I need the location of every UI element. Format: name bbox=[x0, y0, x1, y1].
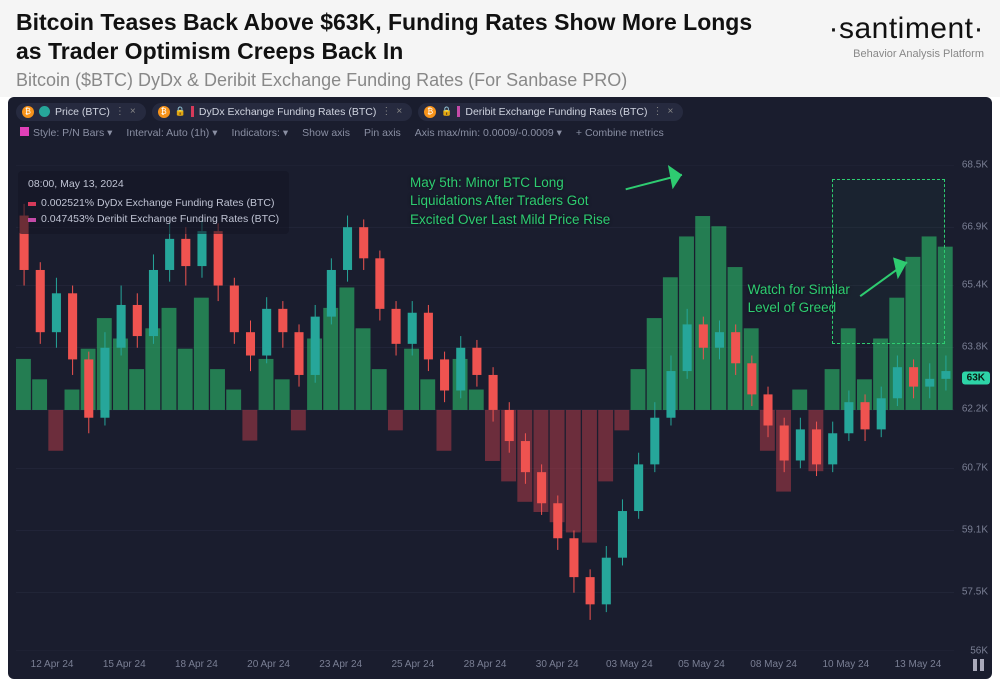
x-tick: 18 Apr 24 bbox=[160, 659, 232, 670]
headline: Bitcoin Teases Back Above $63K, Funding … bbox=[16, 8, 774, 66]
btc-badge-icon: ₿ bbox=[22, 106, 34, 118]
hover-overlay: 08:00, May 13, 2024 0.002521% DyDx Excha… bbox=[18, 171, 289, 234]
annotation-may5: May 5th: Minor BTC LongLiquidations Afte… bbox=[410, 174, 610, 229]
current-price-badge: 63K bbox=[962, 372, 990, 385]
x-tick: 12 Apr 24 bbox=[16, 659, 88, 670]
overlay-line-dydx: 0.002521% DyDx Exchange Funding Rates (B… bbox=[28, 196, 279, 212]
x-tick: 28 Apr 24 bbox=[449, 659, 521, 670]
y-tick: 65.4K bbox=[962, 280, 988, 291]
logo-text: ·santiment· bbox=[774, 12, 984, 46]
overlay-line-deribit: 0.047453% Deribit Exchange Funding Rates… bbox=[28, 212, 279, 228]
y-axis: 68.5K66.9K65.4K63.8K62.2K60.7K59.1K57.5K… bbox=[956, 165, 992, 651]
pause-icon[interactable] bbox=[970, 657, 986, 673]
swatch-deribit bbox=[28, 218, 36, 222]
metric-chips: ₿ Price (BTC) ⋮ × ₿ 🔒 DyDx Exchange Funding Ra… bbox=[8, 97, 992, 125]
chart-toolbar: Style: P/N Bars ▾ Interval: Auto (1h) ▾ … bbox=[8, 125, 992, 145]
chip-menu-icon[interactable]: ⋮ bbox=[115, 106, 125, 117]
header: Bitcoin Teases Back Above $63K, Funding … bbox=[0, 0, 1000, 97]
chart-panel: ₿ Price (BTC) ⋮ × ₿ 🔒 DyDx Exchange Funding Ra… bbox=[8, 97, 992, 679]
x-tick: 10 May 24 bbox=[810, 659, 882, 670]
overlay-timestamp: 08:00, May 13, 2024 bbox=[28, 177, 279, 193]
x-tick: 15 Apr 24 bbox=[88, 659, 160, 670]
y-tick: 66.9K bbox=[962, 221, 988, 232]
chip-menu-icon[interactable]: ⋮ bbox=[381, 106, 391, 117]
x-axis: 12 Apr 2415 Apr 2418 Apr 2420 Apr 2423 A… bbox=[16, 655, 954, 675]
chip-menu-icon[interactable]: ⋮ bbox=[652, 106, 662, 117]
x-tick: 20 Apr 24 bbox=[232, 659, 304, 670]
chip-label: Price (BTC) bbox=[55, 106, 110, 118]
btc-badge-icon: ₿ bbox=[158, 106, 170, 118]
brand-logo: ·santiment· Behavior Analysis Platform bbox=[774, 8, 984, 91]
indicators-selector[interactable]: Indicators: ▾ bbox=[232, 127, 289, 139]
chip-label: Deribit Exchange Funding Rates (BTC) bbox=[465, 106, 647, 118]
lock-icon: 🔒 bbox=[441, 106, 452, 117]
chart-svg bbox=[16, 165, 954, 651]
chip-close-icon[interactable]: × bbox=[396, 106, 402, 117]
x-tick: 13 May 24 bbox=[882, 659, 954, 670]
x-tick: 30 Apr 24 bbox=[521, 659, 593, 670]
metric-chip-0[interactable]: ₿ Price (BTC) ⋮ × bbox=[16, 103, 146, 121]
y-tick: 60.7K bbox=[962, 462, 988, 473]
show-axis-toggle[interactable]: Show axis bbox=[302, 127, 350, 139]
y-tick: 56K bbox=[970, 645, 988, 656]
combine-metrics-button[interactable]: + Combine metrics bbox=[576, 127, 664, 139]
lock-icon: 🔒 bbox=[175, 106, 186, 117]
metric-chip-2[interactable]: ₿ 🔒 Deribit Exchange Funding Rates (BTC) ⋮ × bbox=[418, 103, 683, 121]
x-tick: 05 May 24 bbox=[665, 659, 737, 670]
btc-badge-icon: ₿ bbox=[424, 106, 436, 118]
chip-close-icon[interactable]: × bbox=[130, 106, 136, 117]
chip-swatch bbox=[39, 106, 50, 117]
chip-close-icon[interactable]: × bbox=[667, 106, 673, 117]
y-tick: 59.1K bbox=[962, 524, 988, 535]
y-tick: 68.5K bbox=[962, 159, 988, 170]
style-selector[interactable]: Style: P/N Bars ▾ bbox=[20, 127, 112, 139]
chip-swatch bbox=[457, 106, 460, 117]
subhead: Bitcoin ($BTC) DyDx & Deribit Exchange F… bbox=[16, 70, 774, 91]
logo-tagline: Behavior Analysis Platform bbox=[774, 48, 984, 60]
y-tick: 62.2K bbox=[962, 404, 988, 415]
x-tick: 25 Apr 24 bbox=[377, 659, 449, 670]
x-tick: 03 May 24 bbox=[593, 659, 665, 670]
chip-label: DyDx Exchange Funding Rates (BTC) bbox=[199, 106, 376, 118]
interval-selector[interactable]: Interval: Auto (1h) ▾ bbox=[126, 127, 217, 139]
metric-chip-1[interactable]: ₿ 🔒 DyDx Exchange Funding Rates (BTC) ⋮ × bbox=[152, 103, 412, 121]
plot-area[interactable] bbox=[16, 165, 954, 651]
pin-axis-toggle[interactable]: Pin axis bbox=[364, 127, 401, 139]
swatch-dydx bbox=[28, 202, 36, 206]
y-tick: 57.5K bbox=[962, 587, 988, 598]
chip-swatch bbox=[191, 106, 194, 117]
x-tick: 08 May 24 bbox=[738, 659, 810, 670]
x-tick: 23 Apr 24 bbox=[305, 659, 377, 670]
axis-maxmin-label[interactable]: Axis max/min: 0.0009/-0.0009 ▾ bbox=[415, 127, 562, 139]
y-tick: 63.8K bbox=[962, 342, 988, 353]
greed-highlight-box bbox=[832, 179, 945, 344]
